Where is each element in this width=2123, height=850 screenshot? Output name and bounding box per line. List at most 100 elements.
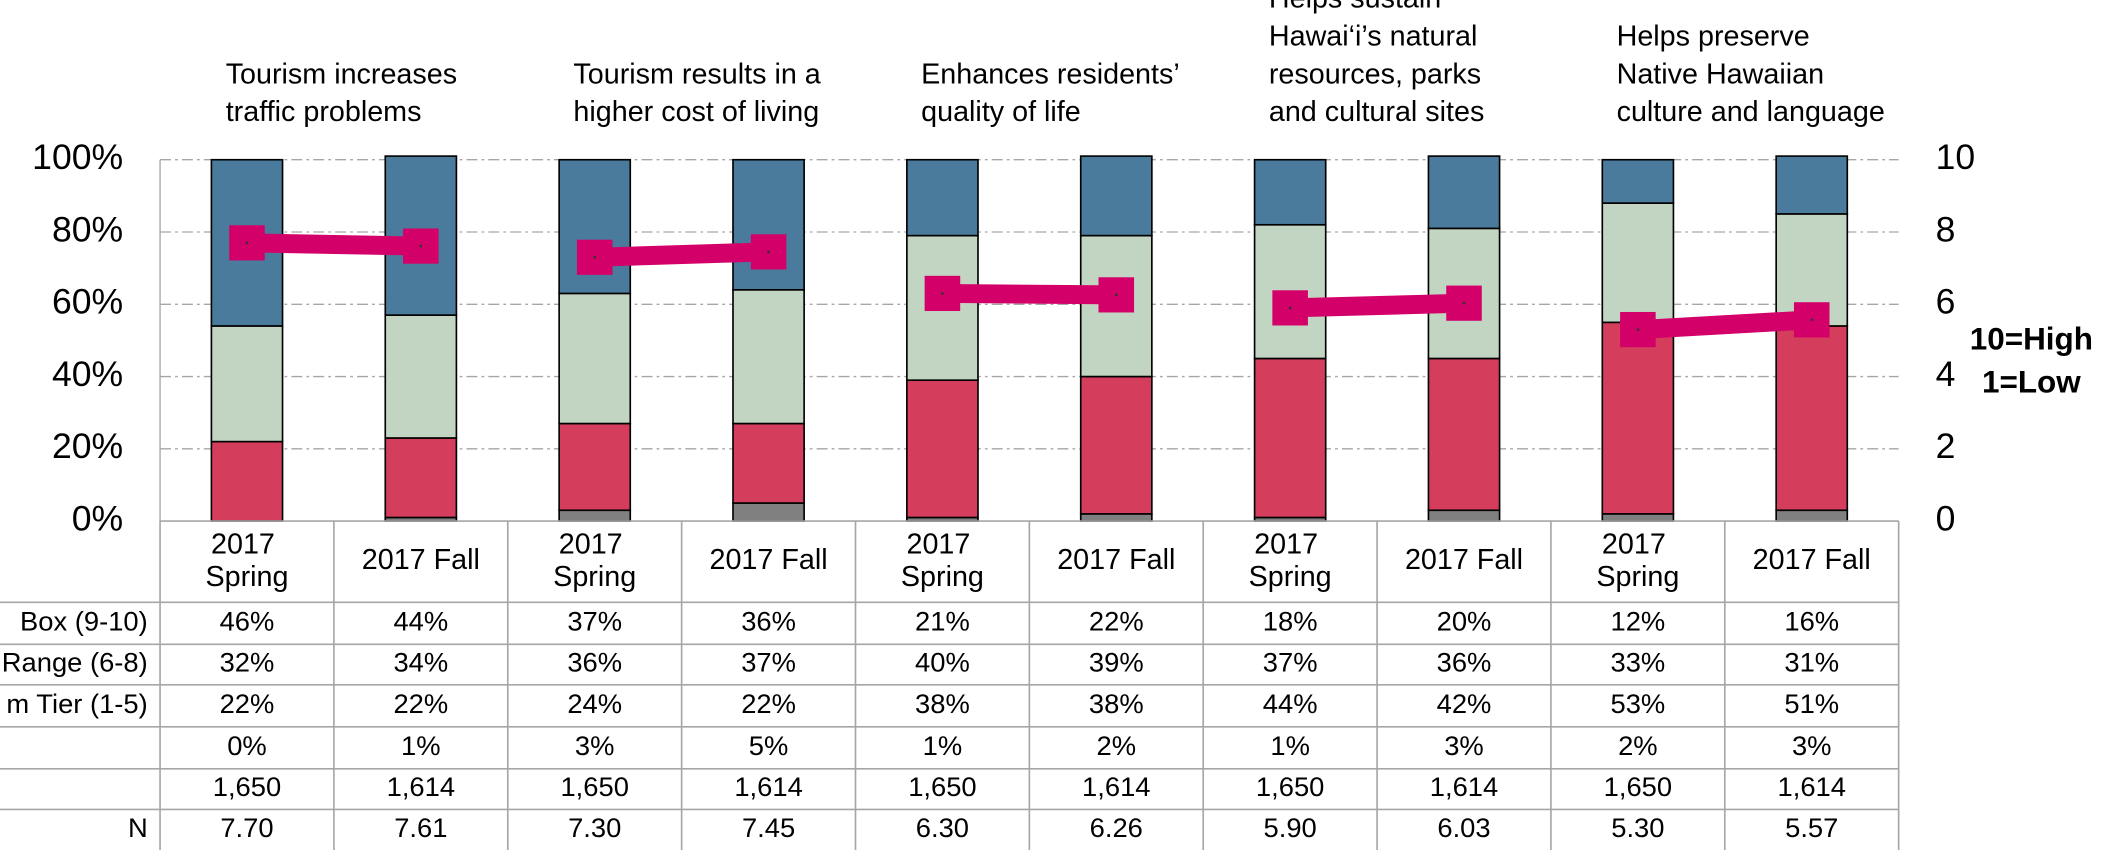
table-value: 44%: [1263, 688, 1318, 719]
y-tick-label: 80%: [52, 210, 123, 249]
table-value: 6.03: [1437, 812, 1490, 843]
table-value: 31%: [1784, 647, 1839, 678]
table-value: 1%: [923, 730, 963, 761]
table-value: 21%: [915, 606, 970, 637]
table-value: 12%: [1610, 606, 1665, 637]
mean-dot: [941, 292, 944, 295]
table-value: 3%: [575, 730, 615, 761]
table-value: 1,614: [734, 771, 802, 802]
y2-tick-label: 4: [1936, 355, 1956, 394]
table-value: 7.61: [394, 812, 447, 843]
category-line: Spring: [901, 561, 984, 593]
row-label: Box (9-10): [20, 606, 148, 637]
mean-dot: [245, 241, 249, 245]
table-value: 1,650: [1604, 771, 1672, 802]
bar-segment: [1601, 513, 1675, 522]
annotation: 1=Low: [1982, 365, 2081, 400]
table-value: 16%: [1784, 606, 1839, 637]
table-value: 1,614: [387, 771, 455, 802]
y-tick-label: 0%: [72, 500, 123, 539]
table-value: 37%: [567, 606, 622, 637]
category-label: 2017 Fall: [1057, 544, 1175, 576]
category-label: 2017 Fall: [1405, 544, 1523, 576]
category-line: 2017: [906, 528, 978, 560]
table-value: 2%: [1097, 730, 1137, 761]
table-value: 1,614: [1430, 771, 1498, 802]
table-value: 36%: [741, 606, 796, 637]
mean-line: [246, 233, 422, 256]
table-value: 37%: [1263, 647, 1318, 678]
row-label: Range (6-8): [2, 647, 148, 678]
mean-dot: [767, 250, 770, 254]
table-value: 18%: [1263, 606, 1318, 637]
bar-segment: [1427, 155, 1501, 230]
table-value: 1,614: [1778, 771, 1846, 802]
table-value: 39%: [1089, 647, 1144, 678]
group-title: Helps sustain: [1269, 0, 1441, 14]
bar-segment: [1601, 321, 1675, 515]
bar-segment: [1775, 325, 1849, 512]
category-label: 2017 Fall: [1753, 544, 1871, 576]
mean-dot: [1288, 306, 1292, 310]
table-value: 36%: [1437, 647, 1492, 678]
group-title: traffic problems: [226, 96, 422, 128]
bar-segment: [1601, 202, 1675, 324]
table-value: 33%: [1610, 647, 1665, 678]
row-label: m Tier (1-5): [6, 688, 147, 719]
table-value: 1,650: [213, 771, 281, 802]
mean-line: [942, 283, 1117, 305]
group-title: Enhances residents’: [921, 58, 1180, 90]
table-value: 3%: [1792, 730, 1832, 761]
mean-dot: [1636, 328, 1640, 331]
table-value: 36%: [567, 647, 622, 678]
table-value: 22%: [1089, 606, 1144, 637]
table-value: 22%: [220, 688, 275, 719]
y2-tick-label: 6: [1936, 283, 1956, 322]
table-value: 1,650: [1256, 771, 1324, 802]
y2-tick-label: 2: [1936, 427, 1956, 466]
bar-segment: [732, 158, 805, 291]
table-value: 7.70: [220, 812, 273, 843]
category-line: Spring: [553, 561, 636, 593]
table-value: 1,614: [1082, 771, 1150, 802]
table-value: 1%: [1270, 730, 1310, 761]
bar-segment: [558, 292, 632, 425]
group-title: Tourism increases: [226, 58, 457, 90]
category-label: 2017 Fall: [362, 544, 480, 576]
table-value: 22%: [393, 688, 448, 719]
table-value: 51%: [1784, 688, 1839, 719]
table-value: 0%: [227, 730, 267, 761]
table-value: 22%: [741, 688, 796, 719]
y-tick-label: 40%: [52, 355, 123, 394]
mean-dot: [1114, 293, 1118, 297]
category-line: 2017: [211, 528, 283, 560]
table-value: 20%: [1437, 606, 1492, 637]
table-value: 46%: [220, 606, 275, 637]
table-value: 6.26: [1090, 812, 1143, 843]
bar-segment: [558, 509, 632, 522]
mean-dot: [1810, 318, 1814, 322]
row-label: N: [128, 812, 148, 843]
y2-tick-label: 10: [1936, 138, 1976, 177]
table-value: 7.45: [742, 812, 795, 843]
table-value: 5%: [749, 730, 789, 761]
table-value: 7.30: [568, 812, 621, 843]
annotation: 10=High: [1970, 321, 2093, 356]
bar-segment: [1775, 155, 1849, 215]
table-value: 34%: [393, 647, 448, 678]
category-label: 2017 Spring: [1249, 528, 1332, 592]
category-line: Spring: [1596, 561, 1679, 593]
table-value: 1%: [401, 730, 441, 761]
bar-segment: [1079, 375, 1153, 515]
bar-segment: [1253, 158, 1327, 226]
table-value: 1,650: [908, 771, 976, 802]
bar-segment: [210, 325, 284, 443]
mean-line: [594, 242, 769, 267]
table-value: 42%: [1437, 688, 1492, 719]
table-value: 40%: [915, 647, 970, 678]
mean-line: [1289, 293, 1465, 318]
category-label: 2017 Spring: [1596, 528, 1679, 592]
group-title: quality of life: [921, 96, 1081, 128]
